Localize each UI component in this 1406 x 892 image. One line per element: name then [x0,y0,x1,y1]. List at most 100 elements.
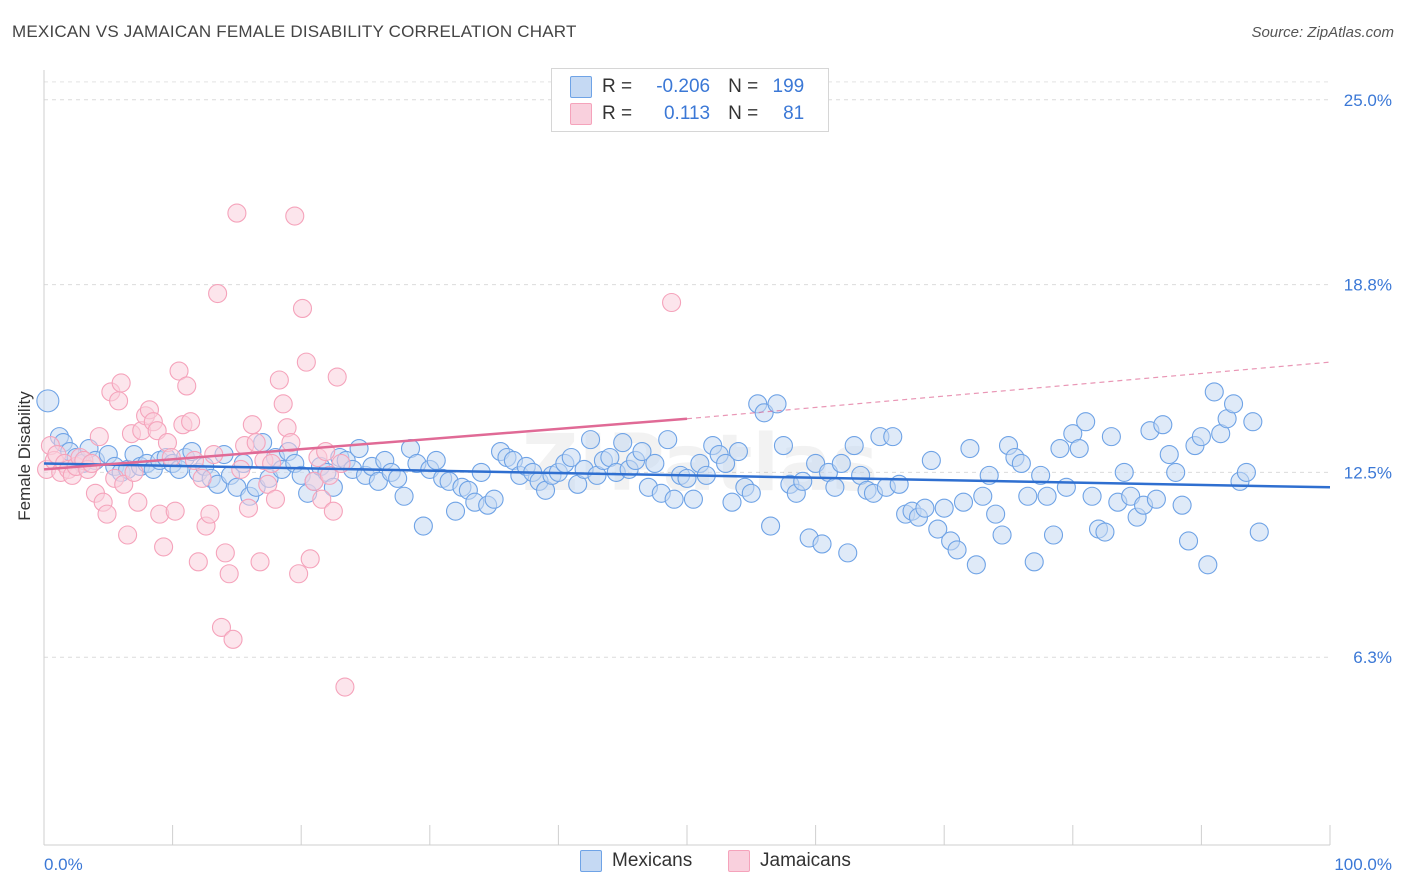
data-point [928,519,948,539]
data-point [1024,552,1044,572]
data-point [658,430,678,450]
data-point [1236,462,1256,482]
data-point [323,501,343,521]
data-point [1082,486,1102,506]
data-point [883,427,903,447]
stats-legend: R = -0.206 N = 199 R = 0.113 N = 81 [551,68,829,132]
bottom-legend-mexicans: Mexicans [580,850,692,872]
data-point [250,552,270,572]
data-point [36,389,60,413]
x-tick-label: 0.0% [44,855,83,874]
legend-r-value: -0.206 [656,76,711,97]
data-point [281,433,301,453]
legend-n-value: 199 [772,76,805,97]
data-point [1050,439,1070,459]
data-point [227,203,247,223]
data-point [445,501,466,521]
data-point [1224,394,1244,414]
data-point [1114,462,1134,482]
data-point [1076,412,1096,432]
data-point [181,412,201,432]
data-point [1095,522,1115,542]
data-point [741,483,761,503]
data-point [394,486,414,506]
data-point [258,474,278,494]
data-point [165,501,185,521]
data-point [632,441,652,462]
data-point [1191,427,1211,447]
data-point [208,284,228,304]
data-point [1101,427,1121,447]
data-point [109,391,129,411]
trend-line [43,462,1331,489]
data-point [825,477,845,497]
data-point [1043,525,1064,545]
data-point [1153,415,1173,435]
data-point [238,498,259,518]
data-point [192,468,212,488]
data-point [200,504,220,524]
data-point [413,516,433,536]
data-point [1159,444,1179,465]
data-point [1069,439,1089,459]
data-point [215,543,235,563]
data-point [1172,495,1192,515]
y-axis-label: Female Disability [15,391,34,521]
data-point [773,436,794,456]
data-point [1011,453,1031,474]
data-point [1166,462,1186,482]
x-tick-label: 100.0% [1334,855,1392,874]
legend-swatch-mexicans [570,76,592,98]
data-point [188,552,208,572]
data-point [89,427,109,447]
data-point [97,504,117,524]
data-point [1204,382,1224,402]
data-point [947,540,967,560]
data-point [246,433,266,453]
data-point [761,516,781,536]
data-point [728,441,748,462]
data-point [211,617,232,637]
data-point [128,492,148,512]
legend-row-mexicans: R = -0.206 N = 199 [570,74,804,100]
data-point [664,489,684,509]
data-point [986,504,1006,524]
data-point [242,415,262,435]
source-label: Source: ZipAtlas.com [1251,24,1394,41]
data-point [1146,489,1166,509]
data-point [231,459,251,479]
bottom-legend-label: Jamaicans [760,850,851,871]
data-point [793,471,813,491]
data-point [285,206,305,226]
data-point [645,453,665,474]
data-point [327,367,347,387]
data-point [169,361,189,381]
data-point [312,489,332,509]
data-point [316,441,336,462]
data-point [300,549,320,569]
legend-r-value: 0.113 [663,103,711,124]
bottom-legend-jamaicans: Jamaicans [728,850,851,872]
data-point [349,439,369,459]
data-point [662,292,682,313]
data-point [722,492,742,512]
legend-n-value: 81 [783,103,805,124]
data-point [484,489,504,509]
data-point [844,436,864,456]
data-point [580,430,601,450]
data-point [683,489,703,509]
bottom-legend-label: Mexicans [612,850,693,871]
data-point [273,394,293,414]
data-point [388,468,408,488]
y-tick-label: 25.0% [1344,91,1392,110]
data-point [1031,465,1051,485]
data-point [223,629,243,649]
data-point [934,498,954,518]
data-point [289,564,309,584]
data-point [335,677,355,697]
trend-line [43,417,688,471]
legend-r-label: R = [602,103,633,124]
data-point [831,453,851,474]
data-point [992,525,1012,545]
